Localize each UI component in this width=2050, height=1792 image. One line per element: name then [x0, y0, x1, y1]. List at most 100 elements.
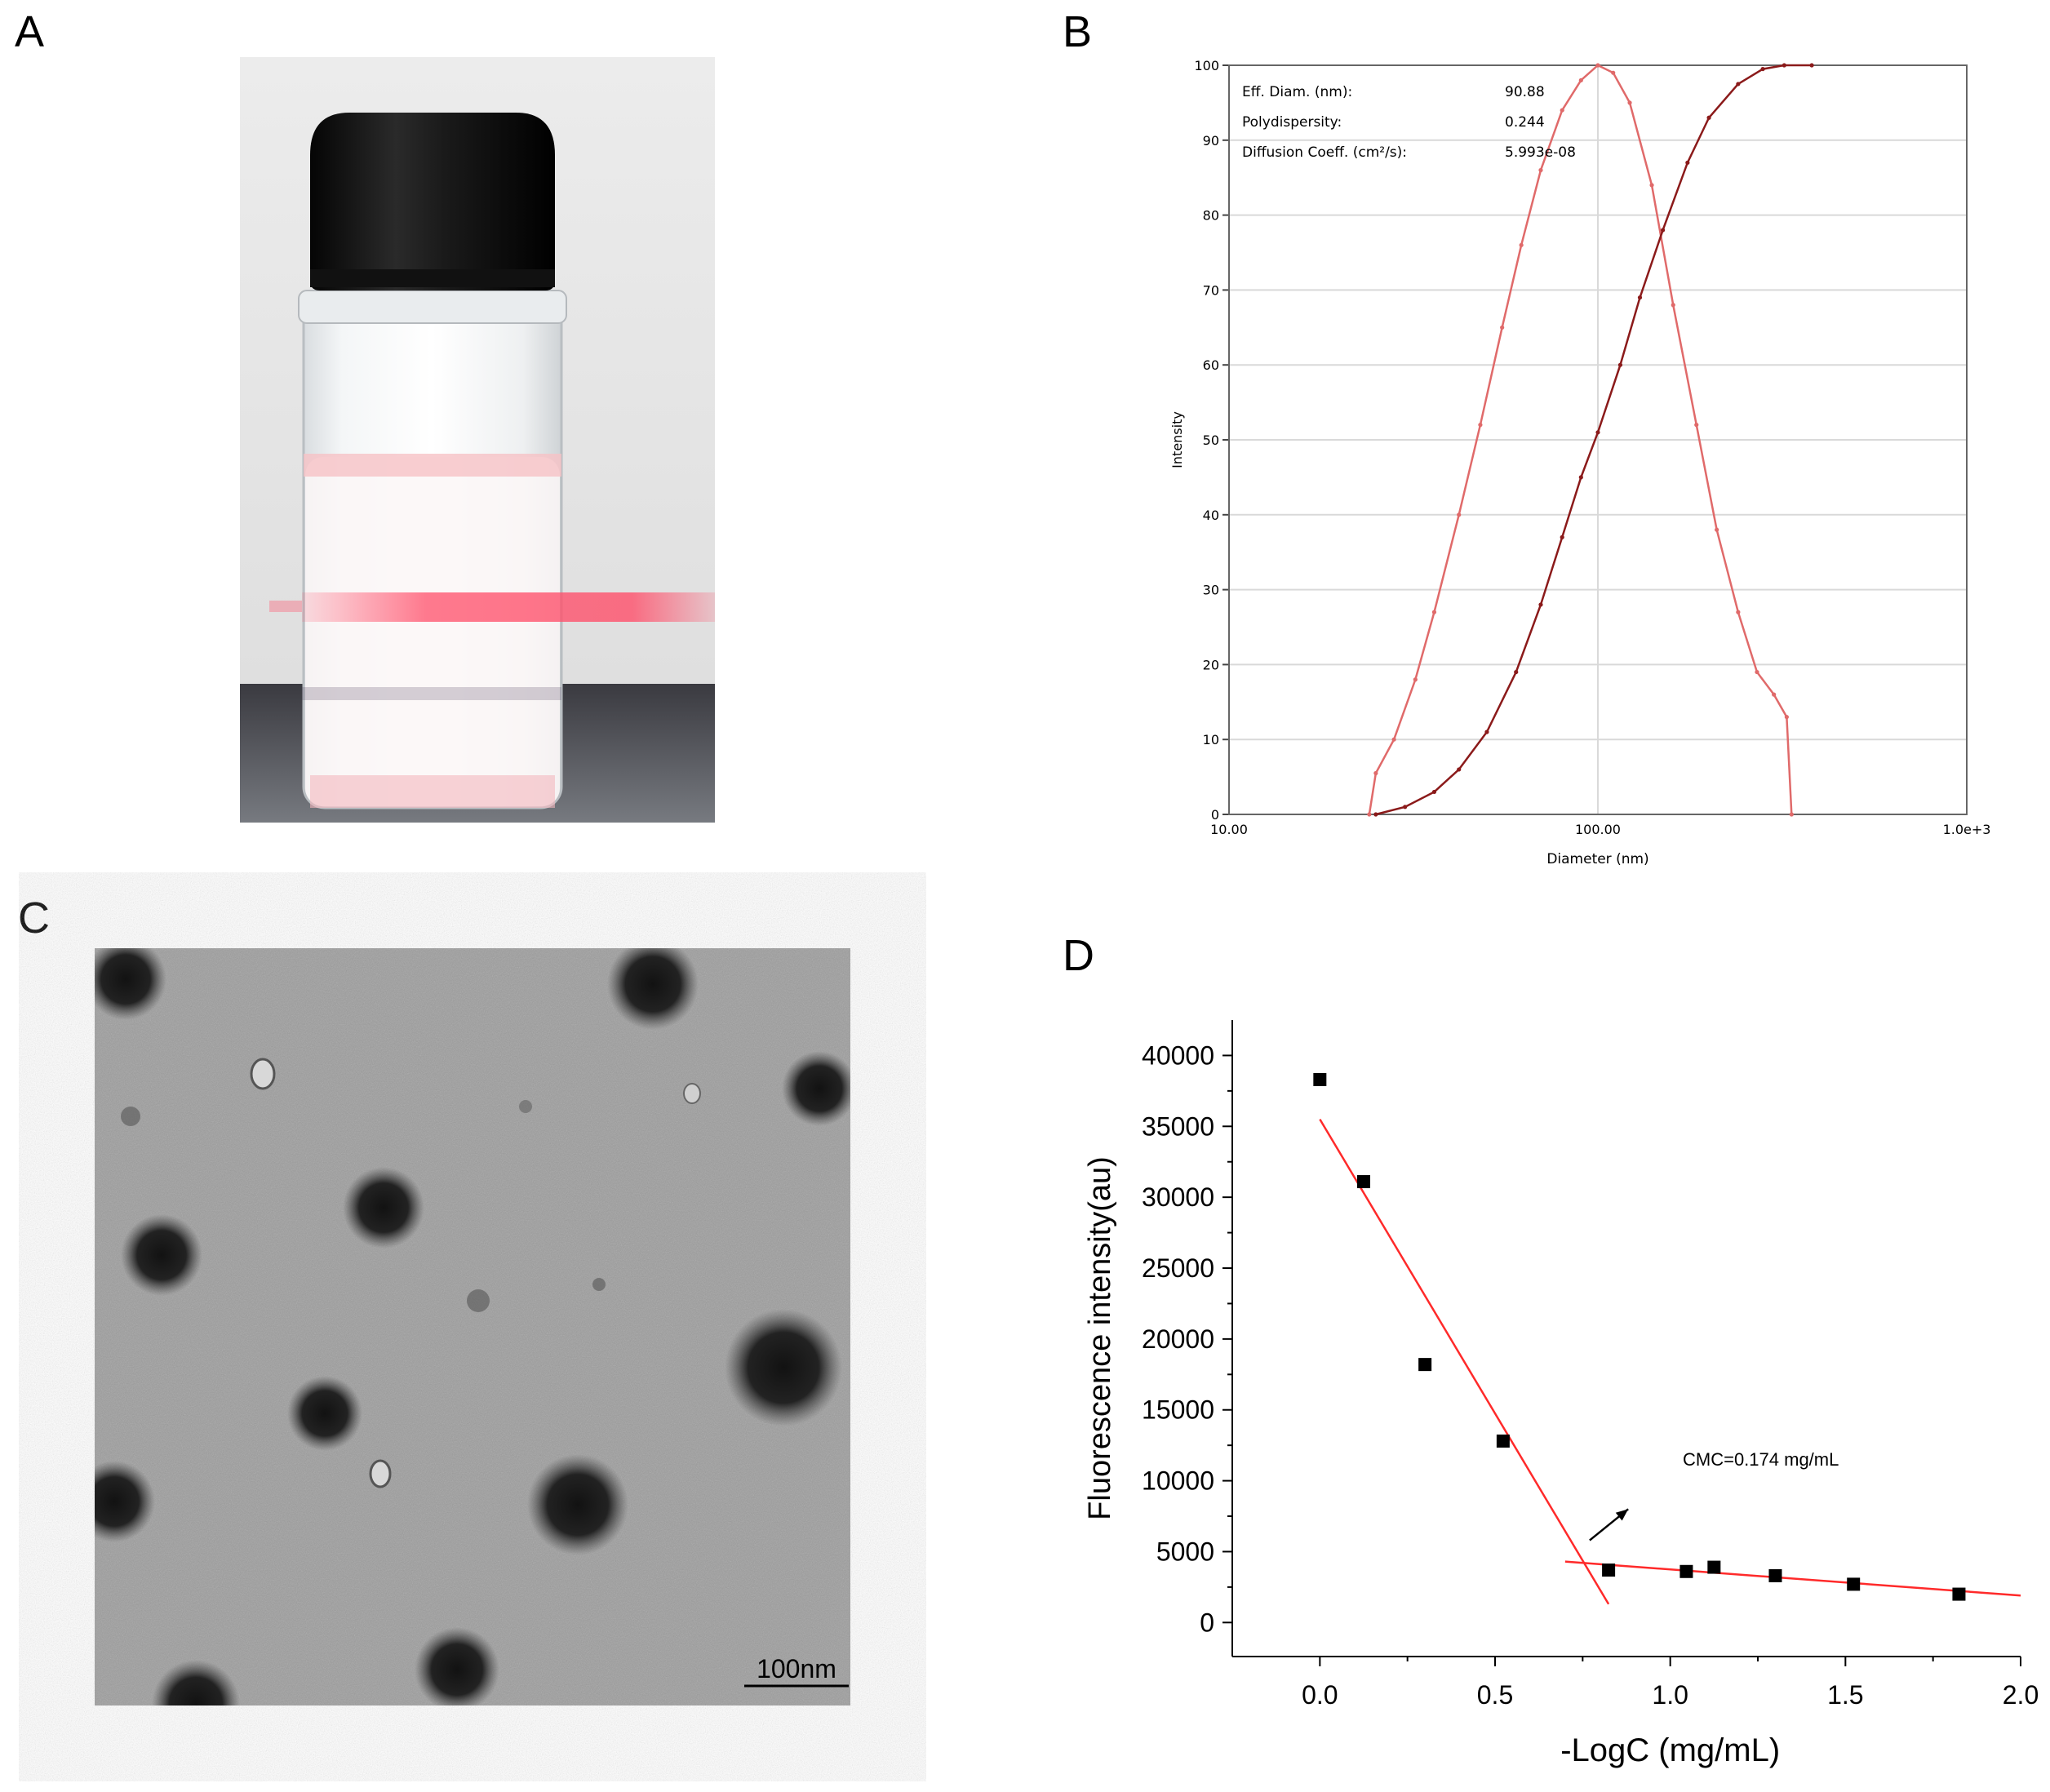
micelle [343, 1167, 424, 1249]
micelle [95, 948, 166, 1020]
stat-value: 0.244 [1505, 114, 1545, 131]
micelle [287, 1376, 362, 1451]
y-tick-label: 50 [1203, 432, 1219, 448]
micelle [782, 1051, 850, 1126]
micelle [121, 1214, 202, 1296]
data-point [1782, 63, 1786, 68]
data-point [1595, 430, 1600, 435]
y-tick-label: 25000 [1142, 1253, 1214, 1283]
x-tick-label: 1.0e+3 [1943, 822, 1991, 837]
data-point [1373, 812, 1378, 817]
stat-label: Polydispersity: [1242, 114, 1342, 131]
y-tick-label: 10 [1203, 732, 1219, 747]
y-tick-label: 100 [1194, 58, 1219, 73]
data-point [1560, 108, 1564, 113]
y-tick-label: 80 [1203, 208, 1219, 224]
y-tick-label: 30000 [1142, 1182, 1214, 1212]
x-tick-label: 0.0 [1302, 1680, 1338, 1710]
data-point [1627, 100, 1632, 105]
data-point [1736, 82, 1741, 86]
data-point [1373, 770, 1378, 776]
data-point [1500, 325, 1505, 330]
data-point [1595, 63, 1600, 68]
data-point [1706, 115, 1711, 120]
data-point [1519, 242, 1524, 247]
fit-line [1564, 1560, 2021, 1597]
y-tick-label: 35000 [1142, 1111, 1214, 1141]
panel-label-c: C [18, 894, 50, 943]
data-point [1847, 1577, 1861, 1591]
micelle [527, 1454, 628, 1555]
data-point [1538, 167, 1543, 173]
data-point [1611, 70, 1616, 75]
data-point [1772, 692, 1777, 697]
data-point [1431, 610, 1437, 614]
y-tick-label: 70 [1203, 282, 1219, 298]
x-tick-label: 1.5 [1827, 1680, 1863, 1710]
y-tick-label: 0 [1211, 807, 1219, 823]
data-point [1484, 730, 1489, 734]
data-point [1736, 610, 1741, 614]
micelle [152, 1660, 240, 1706]
data-point [1789, 812, 1794, 817]
panel-label-d: D [1063, 931, 1094, 980]
cmc-annotation: CMC=0.174 mg/mL [1683, 1449, 1839, 1470]
panel-label-a: A [15, 7, 45, 56]
data-point [1560, 534, 1564, 539]
data-point [1367, 812, 1372, 817]
x-axis-label: Diameter (nm) [1546, 851, 1648, 867]
x-tick-label: 1.0 [1652, 1680, 1688, 1710]
tem-image: 100nm [95, 948, 850, 1706]
y-tick-label: 20000 [1142, 1324, 1214, 1354]
data-point [1418, 1358, 1432, 1372]
data-point [1457, 767, 1462, 772]
data-point [1649, 183, 1654, 188]
data-point [1478, 423, 1483, 428]
distribution-curve [1368, 64, 1793, 815]
data-point [1707, 1560, 1721, 1574]
data-point [1784, 715, 1789, 720]
y-tick-label: 0 [1200, 1608, 1214, 1637]
data-point [1413, 677, 1418, 682]
data-point [1578, 475, 1583, 480]
y-tick-label: 10000 [1142, 1466, 1214, 1496]
data-point [1538, 602, 1543, 607]
micelle [95, 1461, 155, 1542]
data-point [1617, 362, 1623, 367]
data-point [1457, 512, 1462, 517]
data-point [1715, 527, 1719, 532]
y-tick-label: 40 [1203, 508, 1219, 523]
data-point [1391, 737, 1396, 742]
data-point [1313, 1072, 1327, 1086]
data-point [1768, 1568, 1782, 1582]
data-point [1602, 1564, 1616, 1577]
data-point [1809, 63, 1814, 68]
arrow-head [1615, 1509, 1629, 1521]
y-tick-label: 5000 [1156, 1537, 1214, 1566]
data-point [1357, 1175, 1370, 1189]
x-tick-label: 10.00 [1210, 822, 1248, 837]
scale-bar-label: 100nm [757, 1654, 836, 1683]
y-tick-label: 20 [1203, 657, 1219, 672]
data-point [1403, 805, 1408, 810]
stat-value: 5.993e-08 [1505, 144, 1576, 161]
vial-photo [240, 57, 715, 823]
y-axis-label: Intensity [1169, 411, 1185, 468]
dls-chart: 0 10 20 30 40 50 60 70 80 90 100 10.00 100.00 1.0e+3 D… [1169, 58, 1990, 867]
stat-label: Eff. Diam. (nm): [1242, 84, 1352, 100]
y-tick-label: 60 [1203, 357, 1219, 373]
x-tick-label: 100.00 [1575, 822, 1621, 837]
data-point [1685, 160, 1690, 165]
data-point [1637, 295, 1643, 300]
data-point [1694, 423, 1699, 428]
data-point [1755, 669, 1759, 675]
micelle [415, 1627, 499, 1706]
data-point [1671, 303, 1675, 308]
stat-value: 90.88 [1505, 84, 1545, 100]
data-point [1952, 1587, 1966, 1601]
fit-line [1319, 1118, 1610, 1605]
panel-label-b: B [1063, 7, 1093, 56]
cmc-chart: 0 5000 10000 15000 20000 25000 30000 35000 40000… [1083, 1020, 2039, 1768]
data-point [1514, 669, 1519, 675]
